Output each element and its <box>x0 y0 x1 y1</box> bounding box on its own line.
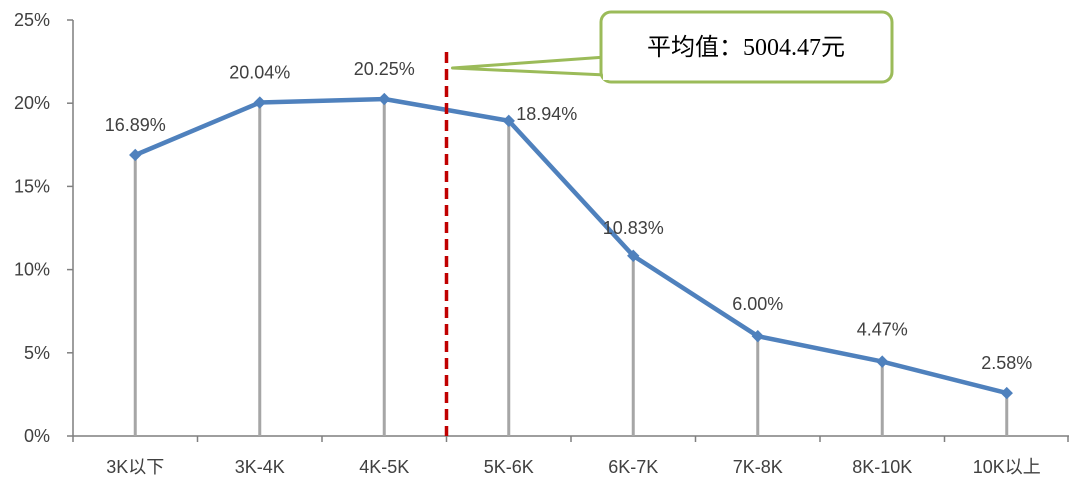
x-tick-label: 6K-7K <box>608 457 658 477</box>
drop-lines <box>133 99 1009 436</box>
data-point <box>751 329 764 343</box>
data-label: 2.58% <box>981 353 1032 373</box>
callout-pointer <box>451 55 608 77</box>
series-line <box>129 92 1013 400</box>
y-axis: 0% 5% 10% 15% 20% 25% <box>14 10 74 446</box>
x-tick-label: 3K以下 <box>106 457 164 477</box>
callout-pointer-mask <box>603 55 609 80</box>
average-reference: 平均值：5004.47元 <box>444 10 894 436</box>
data-point <box>627 249 640 262</box>
x-tick-label: 5K-6K <box>484 457 534 477</box>
data-point <box>378 92 391 106</box>
callout-text: 平均值：5004.47元 <box>647 34 845 61</box>
x-tick-label: 7K-8K <box>733 457 783 477</box>
x-axis: 3K以下 3K-4K 4K-5K 5K-6K 6K-7K 7K-8K 8K-10K 10K以上 <box>72 435 1069 477</box>
data-point <box>876 355 889 368</box>
data-point <box>129 148 142 162</box>
y-tick-label: 0% <box>24 426 50 446</box>
data-label: 20.25% <box>354 59 415 79</box>
data-label: 4.47% <box>857 320 908 340</box>
callout-box <box>599 10 894 84</box>
x-tick-label: 8K-10K <box>852 457 912 477</box>
x-tick-label: 10K以上 <box>973 457 1041 477</box>
data-label: 10.83% <box>603 218 664 238</box>
y-tick-label: 15% <box>14 176 50 196</box>
data-point <box>1000 386 1013 400</box>
y-tick-label: 20% <box>14 93 50 113</box>
x-tick-label: 3K-4K <box>235 457 285 477</box>
y-tick-label: 10% <box>14 260 50 280</box>
series-polyline <box>133 96 1010 396</box>
data-label: 18.94% <box>516 104 577 124</box>
data-label: 6.00% <box>732 294 783 314</box>
data-point <box>502 114 515 128</box>
x-tick-label: 4K-5K <box>359 457 409 477</box>
data-point <box>253 96 266 109</box>
data-label: 16.89% <box>105 115 166 135</box>
y-tick-label: 25% <box>14 10 50 30</box>
y-tick-label: 5% <box>24 343 50 363</box>
data-label: 20.04% <box>229 63 290 83</box>
data-labels: 16.89% 20.04% 20.25% 18.94% 10.83% 6.00% 4.47%… <box>105 59 1033 373</box>
